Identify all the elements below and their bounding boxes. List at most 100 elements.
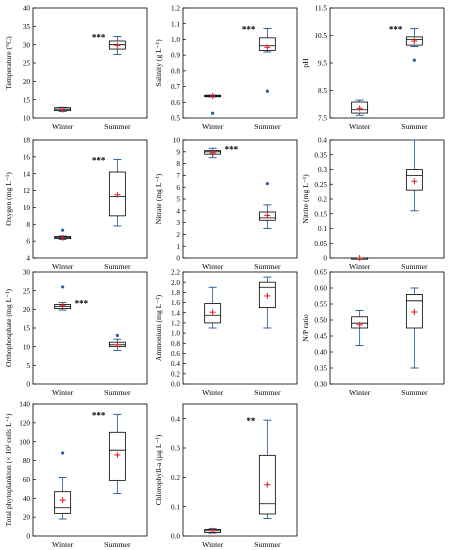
oxygen-ytick-label: 4 <box>26 255 30 263</box>
outlier-point <box>211 111 215 115</box>
salinity-ylabel: Salinity (g L⁻¹) <box>154 39 163 87</box>
nitrite-xtick-label: Summer <box>401 262 428 271</box>
np-ratio-ylabel: N/P ratio <box>301 314 310 342</box>
outlier-point <box>115 333 119 338</box>
ammonium-xtick-label: Summer <box>254 388 281 397</box>
total-phytoplankton-significance: *** <box>92 410 106 420</box>
temperature-ytick-label: 40 <box>23 5 31 13</box>
nitrate-ytick-label: 10 <box>173 137 181 145</box>
box-iqr <box>258 37 276 51</box>
salinity-ytick-label: 0.9 <box>171 52 180 60</box>
ammonium-ytick-label: 1.6 <box>171 299 180 307</box>
np-ratio-box-winter <box>351 309 369 347</box>
ph-xtick-label: Summer <box>401 122 428 131</box>
orthophosphate-ytick-label: 10 <box>23 343 31 351</box>
nitrite-ytick-label: 0.05 <box>314 240 327 248</box>
oxygen-significance: *** <box>92 155 106 165</box>
np-ratio-plot-frame <box>329 271 445 385</box>
oxygen-ytick-label: 10 <box>23 204 31 212</box>
nitrate-xtick-label: Summer <box>254 262 281 271</box>
total-phytoplankton-ytick-label: 140 <box>19 401 30 409</box>
nitrite-box-summer <box>405 139 423 212</box>
nitrate-ytick-label: 3 <box>176 219 180 227</box>
oxygen-ytick-label: 8 <box>26 221 30 229</box>
nitrate-box-summer <box>258 182 276 229</box>
np-ratio-ytick-label: 0.65 <box>314 269 327 277</box>
salinity-ytick-label: 0.5 <box>171 115 180 123</box>
orthophosphate-box-winter <box>54 285 72 311</box>
chlorophyll-ylabel: Chlorophyll-a (µg L⁻¹) <box>154 434 163 505</box>
temperature-ytick-label: 10 <box>23 115 31 123</box>
ammonium-box-winter <box>204 286 222 329</box>
nitrate-ytick-label: 5 <box>176 196 180 204</box>
salinity-significance: *** <box>242 24 256 34</box>
chart-panel-nitrate: 0 1 2 3 4 5 6 7 8 9 10 Nitrate (mg L⁻¹) Winter Summer… <box>154 137 298 271</box>
nitrite-box-winter <box>351 255 369 261</box>
np-ratio-xtick-label: Summer <box>401 388 428 397</box>
outlier-point <box>265 182 269 186</box>
outlier-point <box>61 285 65 289</box>
nitrite-ytick-label: 0.4 <box>318 137 327 145</box>
temperature-xtick-label: Summer <box>104 122 131 131</box>
nitrite-ytick-label: 0.1 <box>318 225 327 233</box>
np-ratio-box-summer <box>405 287 423 369</box>
total-phytoplankton-ytick-label: 40 <box>23 495 31 503</box>
chart-panel-ph: 7.5 8.5 9.5 10.5 11.5 pH Winter Summer *** <box>301 5 445 131</box>
oxygen-ytick-label: 12 <box>23 187 31 195</box>
nitrate-ytick-label: 0 <box>176 255 180 263</box>
ammonium-ytick-label: 1.8 <box>171 289 180 297</box>
oxygen-ylabel: Oxygen (mg L⁻¹) <box>4 172 13 226</box>
ammonium-ylabel: Ammonium (mg L⁻¹) <box>154 294 163 361</box>
salinity-ytick-label: 0.6 <box>171 99 180 107</box>
temperature-ytick-label: 15 <box>23 96 31 104</box>
chlorophyll-ytick-label: 0.4 <box>171 415 180 423</box>
salinity-ytick-label: 0.7 <box>171 83 180 91</box>
chart-panel-temperature: 10 15 20 25 30 35 40 Temperature (°C) Winter Summ… <box>4 5 148 131</box>
nitrate-ytick-label: 4 <box>176 207 180 215</box>
ph-ytick-label: 11.5 <box>315 5 328 13</box>
total-phytoplankton-plot-frame <box>32 403 148 537</box>
salinity-xtick-label: Summer <box>254 122 281 131</box>
ph-xtick-label: Winter <box>349 122 371 131</box>
chart-panel-chlorophyll: 0.0 0.1 0.2 0.3 0.4 Chlorophyll-a (µg L⁻¹) Win… <box>154 403 298 549</box>
nitrate-ytick-label: 2 <box>176 231 180 239</box>
chlorophyll-box-winter <box>204 527 222 534</box>
temperature-xtick-label: Winter <box>52 122 74 131</box>
oxygen-xtick-label: Winter <box>52 262 74 271</box>
nitrite-ytick-label: 0.2 <box>318 196 327 204</box>
chart-panel-np-ratio: 0.30 0.35 0.40 0.45 0.50 0.55 0.60 0.65 N/P rati… <box>301 269 445 397</box>
chart-panel-orthophosphate: 0 5 10 15 20 25 30 Orthophosphate (mg L⁻¹) Winte… <box>4 269 148 397</box>
salinity-plot-frame <box>182 7 298 119</box>
np-ratio-ytick-label: 0.45 <box>314 333 327 341</box>
total-phytoplankton-ytick-label: 120 <box>19 419 30 427</box>
chlorophyll-xtick-label: Summer <box>254 540 281 549</box>
outlier-point <box>61 228 65 232</box>
nitrate-ytick-label: 6 <box>176 184 180 192</box>
oxygen-ytick-label: 6 <box>26 238 30 246</box>
nitrate-xtick-label: Winter <box>202 262 224 271</box>
ammonium-ytick-label: 0.2 <box>171 370 180 378</box>
chart-panel-nitrite: 0 0.05 0.1 0.15 0.2 0.25 0.3 0.35 0.4 Nitrite (mg… <box>301 137 445 271</box>
ph-ytick-label: 10.5 <box>314 32 327 40</box>
oxygen-ytick-label: 14 <box>23 170 31 178</box>
np-ratio-ytick-label: 0.40 <box>314 349 327 357</box>
chart-panel-salinity: 0.5 0.6 0.7 0.8 0.9 1.0 1.1 1.2 Salinity (g L⁻¹)… <box>154 5 298 131</box>
temperature-ytick-label: 20 <box>23 78 31 86</box>
total-phytoplankton-box-winter <box>54 451 72 520</box>
np-ratio-ytick-label: 0.30 <box>314 381 327 389</box>
ammonium-ytick-label: 0.4 <box>171 360 180 368</box>
orthophosphate-ytick-label: 25 <box>23 287 31 295</box>
nitrite-xtick-label: Winter <box>349 262 371 271</box>
ph-ytick-label: 9.5 <box>318 60 327 68</box>
oxygen-box-winter <box>54 228 72 241</box>
nitrate-ytick-label: 1 <box>176 243 180 251</box>
outlier-point <box>265 89 269 93</box>
total-phytoplankton-xtick-label: Winter <box>52 540 74 549</box>
ammonium-plot-frame <box>182 271 298 385</box>
chlorophyll-xtick-label: Winter <box>202 540 224 549</box>
nitrite-ytick-label: 0 <box>323 255 327 263</box>
oxygen-ytick-label: 16 <box>23 153 31 161</box>
temperature-ytick-label: 35 <box>23 23 31 31</box>
